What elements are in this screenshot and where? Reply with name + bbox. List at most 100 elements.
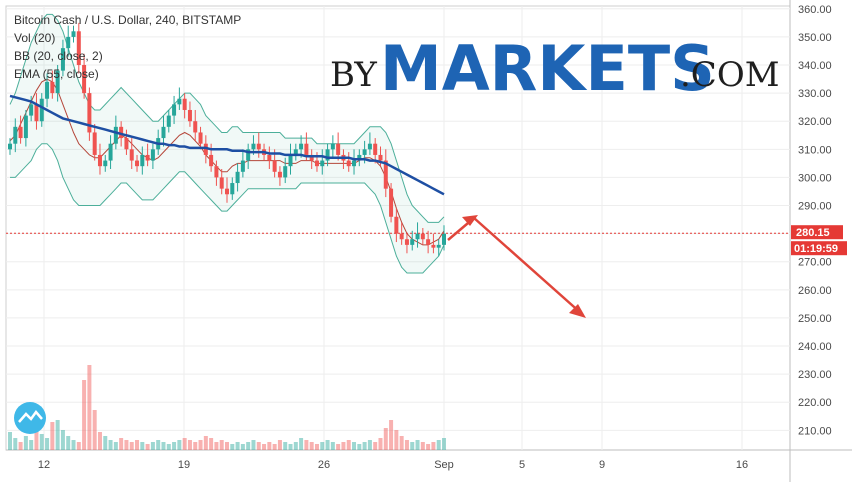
volume-bar [399, 436, 404, 450]
volume-bar [389, 420, 394, 450]
volume-bar [378, 438, 383, 450]
candle-body [23, 115, 28, 139]
forecast-arrow [447, 215, 586, 318]
x-tick-label: Sep [434, 459, 454, 471]
candle-body [198, 132, 203, 144]
candle-body [18, 126, 23, 139]
candle-body [129, 149, 134, 161]
volume-bar [60, 430, 65, 450]
volume-bar [246, 442, 251, 450]
y-tick-label: 330.00 [798, 88, 832, 100]
x-tick-label: 19 [178, 459, 190, 471]
volume-bar [76, 442, 81, 450]
volume-bar [182, 438, 187, 450]
candle-body [8, 143, 12, 150]
volume-bar [272, 444, 277, 450]
candle-body [330, 143, 335, 150]
volume-bar [45, 438, 50, 450]
logo-brand: MARKETS [380, 32, 715, 105]
countdown-tag [791, 241, 847, 256]
volume-bar [404, 440, 409, 450]
volume-bar [230, 444, 235, 450]
volume-bar [8, 432, 12, 450]
candle-body [352, 160, 357, 167]
tradingview-icon[interactable] [14, 402, 46, 434]
volume-bar [277, 440, 282, 450]
volume-bar [140, 442, 145, 450]
volume-bar [325, 440, 330, 450]
candle-body [29, 104, 34, 116]
volume-bar [108, 440, 113, 450]
x-tick-label: 9 [599, 459, 605, 471]
candle-body [304, 143, 309, 155]
bb-lower [10, 143, 445, 274]
volume-bar [214, 442, 219, 450]
candle-body [346, 160, 351, 167]
volume-bar [13, 438, 18, 450]
volume-bar [256, 442, 261, 450]
candle-body [410, 239, 415, 245]
candle-body [357, 154, 362, 161]
candle-body [225, 188, 229, 195]
current-price-value: 280.15 [796, 227, 830, 239]
volume-bar [92, 410, 97, 450]
candle-body [426, 239, 431, 245]
x-tick-label: 26 [318, 459, 330, 471]
volume-bar [198, 440, 203, 450]
candle-body [246, 149, 251, 161]
volume-bar [262, 444, 267, 450]
chart-legend: Bitcoin Cash / U.S. Dollar, 240, BITSTAM… [14, 13, 241, 81]
candle-body [66, 36, 71, 49]
y-tick-label: 350.00 [798, 32, 832, 44]
candle-body [166, 115, 171, 127]
ema-path [9, 94, 445, 196]
candle-body [283, 166, 288, 178]
gridlines [6, 6, 790, 450]
candle-body [219, 177, 224, 189]
y-tick-label: 250.00 [798, 313, 832, 325]
candle-body [256, 143, 261, 150]
candle-body [87, 93, 92, 133]
candle-body [314, 160, 319, 167]
chart-title: Bitcoin Cash / U.S. Dollar, 240, BITSTAM… [14, 13, 241, 27]
x-tick-label: 12 [38, 459, 50, 471]
candle-body [320, 160, 325, 167]
candle-body [103, 160, 108, 167]
countdown-value: 01:19:59 [794, 243, 838, 255]
volume-bar [135, 440, 140, 450]
candle-body [209, 154, 214, 167]
volume-bar [442, 438, 446, 450]
candle-body [161, 126, 166, 139]
candle-body [13, 126, 18, 144]
volume-bar [71, 440, 76, 450]
candle-body [277, 171, 282, 178]
candle-body [367, 143, 372, 150]
candle-body [404, 239, 409, 245]
volume-bar [309, 442, 314, 450]
candle-body [193, 121, 198, 133]
volume-bar [39, 434, 44, 450]
volume-bar [420, 442, 425, 450]
candle-body [383, 160, 388, 189]
volume-bar [357, 444, 362, 450]
candle-body [108, 143, 113, 161]
volume-bars [8, 365, 446, 450]
volume-bar [119, 438, 124, 450]
candle-body [272, 160, 277, 172]
candle-body [378, 154, 383, 161]
y-tick-label: 300.00 [798, 172, 832, 184]
volume-bar [346, 440, 351, 450]
candle-body [442, 233, 446, 245]
legend-bb: BB (20, close, 2) [14, 49, 103, 63]
candle-body [399, 233, 404, 240]
volume-bar [97, 432, 102, 450]
candle-body [240, 160, 245, 172]
volume-bar [373, 442, 378, 450]
volume-bar [219, 440, 224, 450]
candle-body [113, 126, 118, 144]
volume-bar [103, 436, 108, 450]
volume-bar [193, 442, 198, 450]
y-tick-label: 290.00 [798, 201, 832, 213]
volume-bar [383, 428, 388, 450]
